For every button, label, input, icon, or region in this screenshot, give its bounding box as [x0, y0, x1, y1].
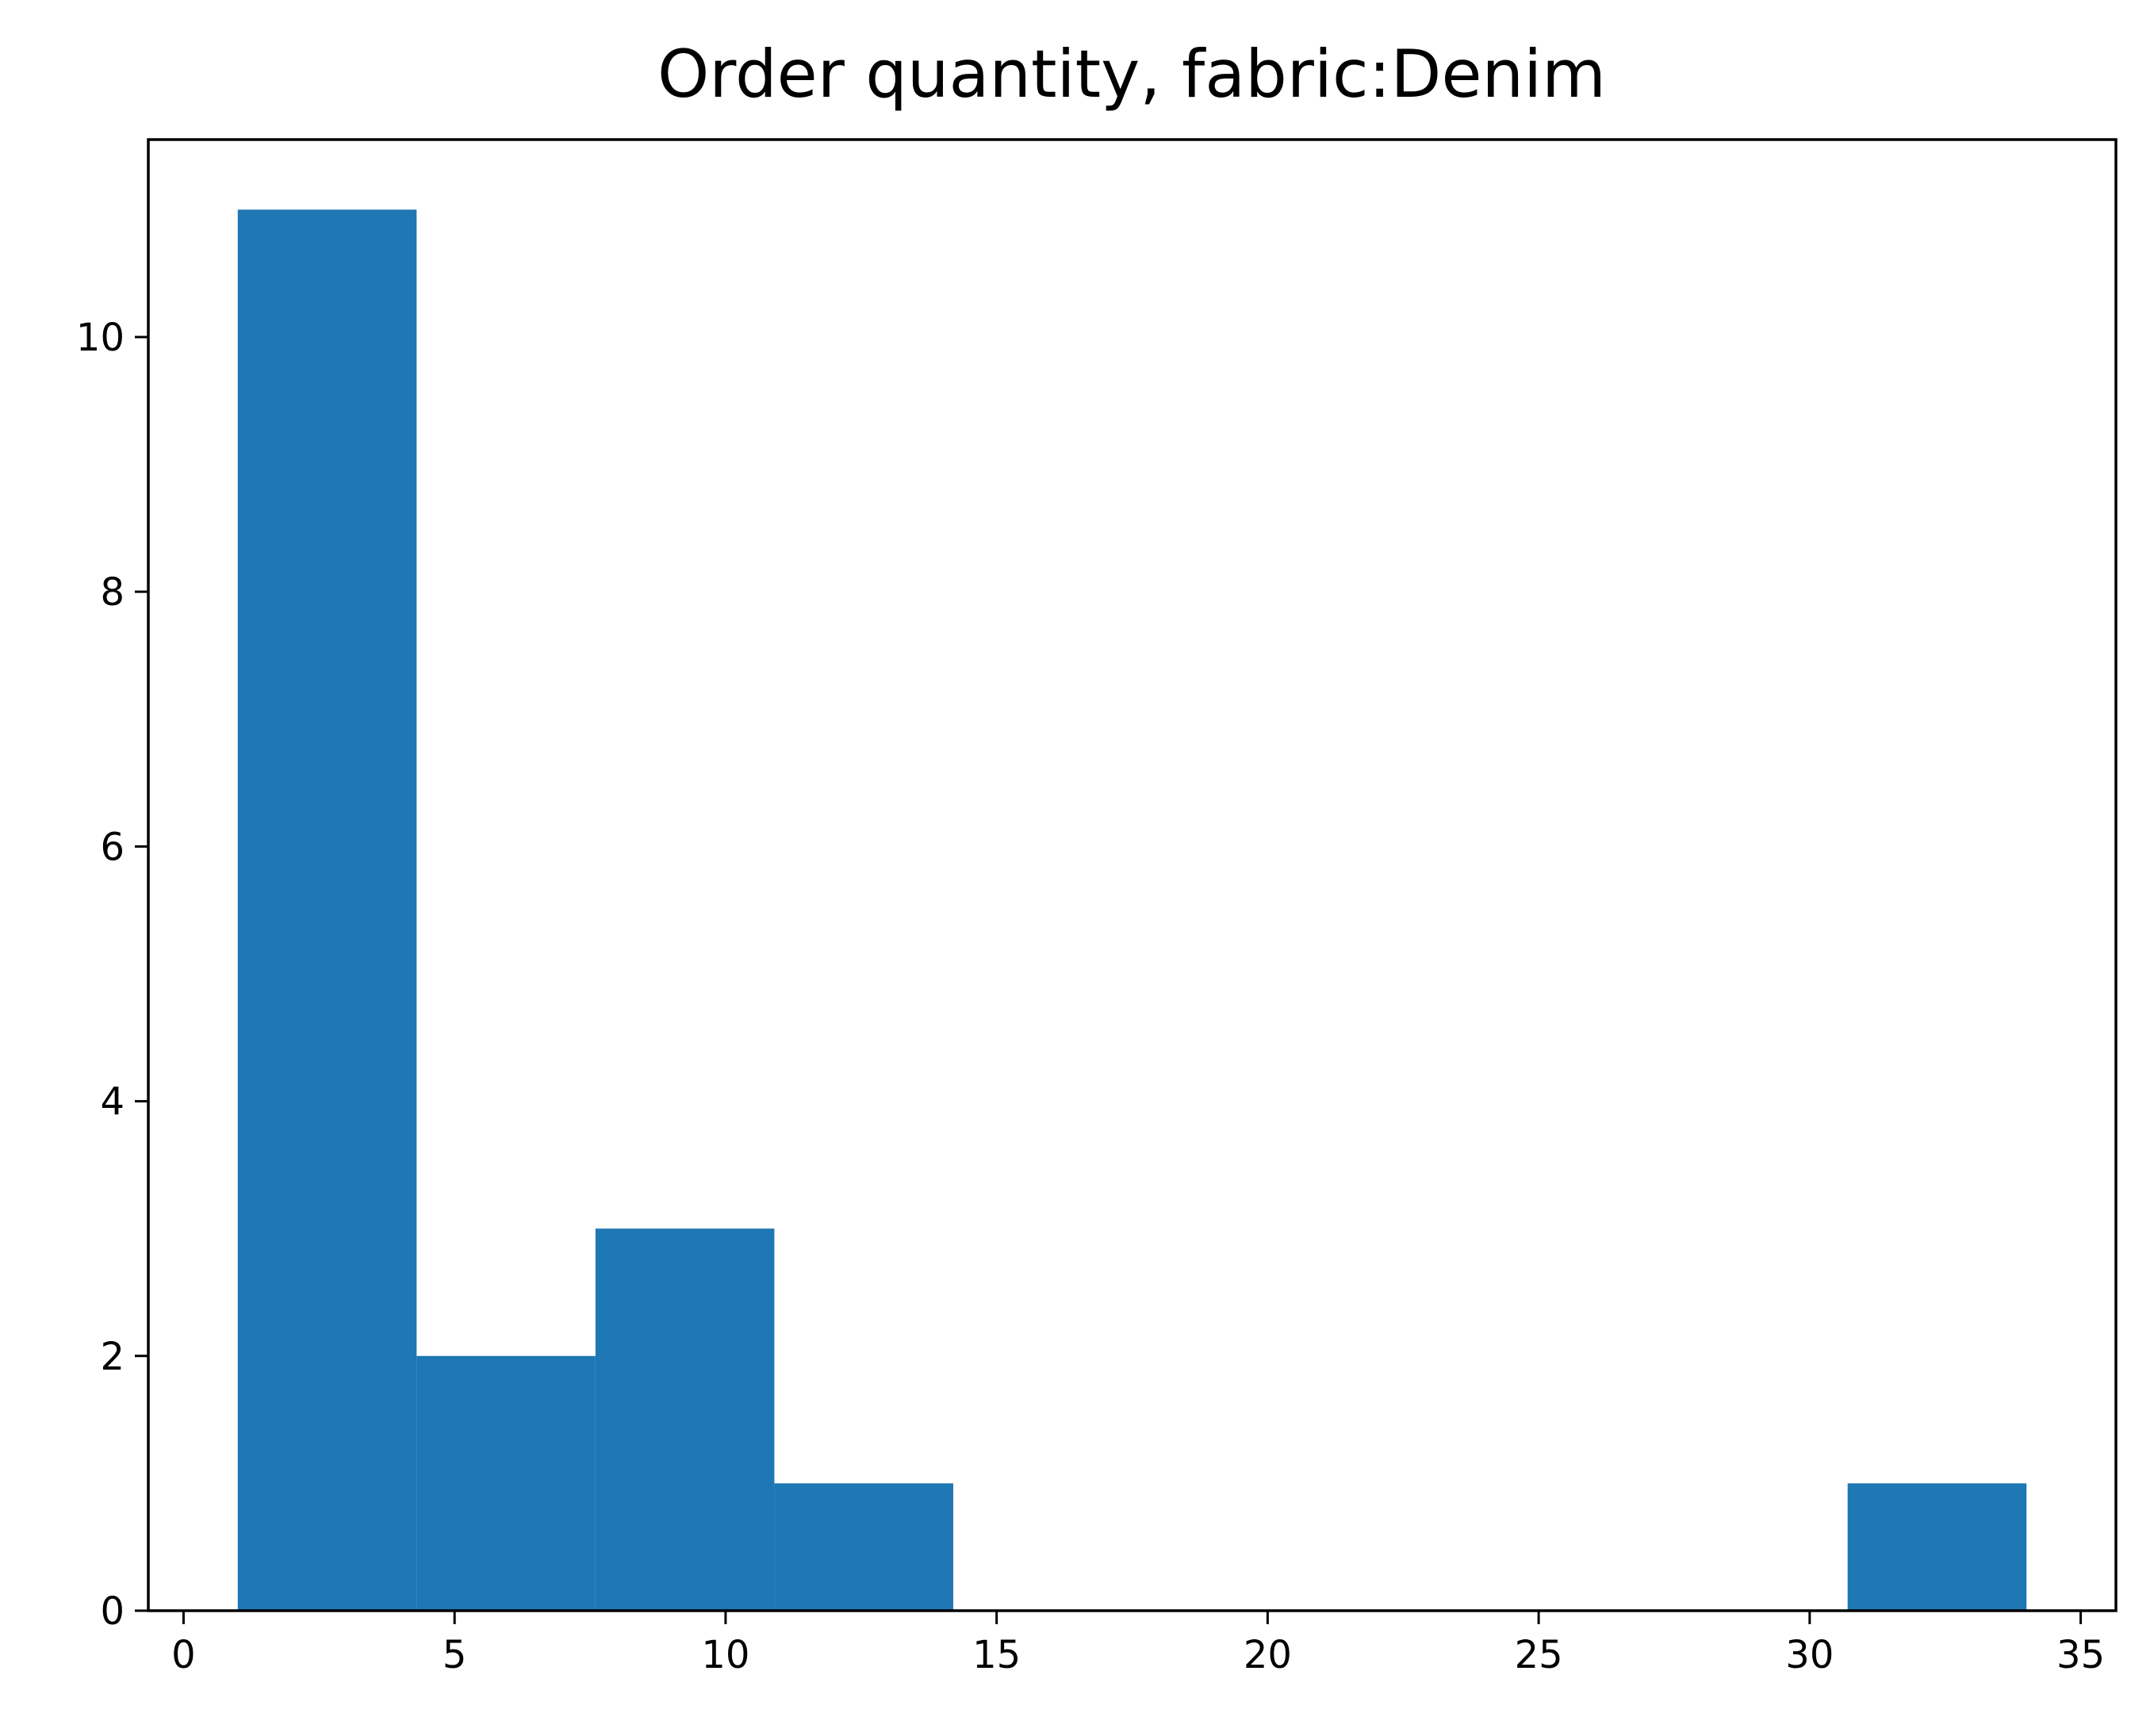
x-tick-label: 20 — [1244, 1633, 1292, 1677]
histogram-bar-1 — [416, 1355, 596, 1611]
x-tick-label: 30 — [1785, 1633, 1834, 1677]
histogram-bar-2 — [595, 1228, 775, 1611]
x-tick-label: 25 — [1515, 1633, 1563, 1677]
bars-group — [237, 209, 2027, 1611]
y-axis-ticks: 0 2 4 6 8 10 — [76, 316, 148, 1634]
x-tick-label: 10 — [701, 1633, 749, 1677]
chart-title: Order quantity, fabric:Denim — [657, 36, 1606, 113]
x-tick-label: 0 — [171, 1633, 196, 1677]
histogram-bar-3 — [774, 1483, 953, 1611]
x-tick-label: 35 — [2056, 1633, 2105, 1677]
histogram-bar-9 — [1847, 1483, 2027, 1611]
y-tick-label: 8 — [100, 570, 125, 615]
plot-frame — [147, 138, 2118, 1612]
y-tick-label: 6 — [100, 825, 125, 869]
histogram-bar-0 — [237, 209, 417, 1611]
y-tick-label: 0 — [100, 1589, 125, 1634]
y-tick-label: 10 — [76, 316, 125, 360]
x-tick-label: 15 — [972, 1633, 1021, 1677]
x-tick-label: 5 — [443, 1633, 467, 1677]
y-tick-label: 2 — [100, 1335, 125, 1379]
y-tick-label: 4 — [100, 1080, 125, 1125]
x-axis-ticks: 0 5 10 15 20 25 30 35 — [171, 1611, 2105, 1677]
